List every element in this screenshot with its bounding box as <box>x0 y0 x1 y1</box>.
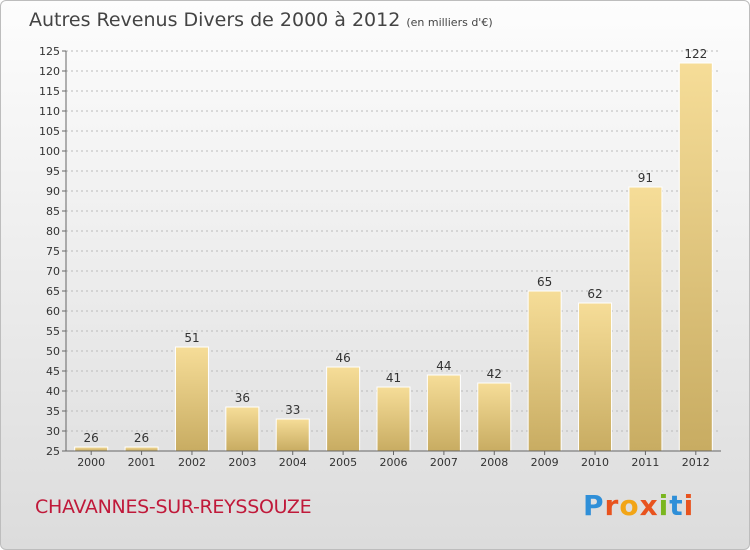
data-label: 44 <box>436 359 451 373</box>
y-tick-label: 100 <box>39 145 60 158</box>
bar <box>678 62 713 452</box>
data-label: 62 <box>587 287 602 301</box>
logo-letter: i <box>658 489 670 522</box>
data-label: 122 <box>684 47 707 61</box>
y-tick-label: 105 <box>39 125 60 138</box>
y-tick-label: 40 <box>46 385 60 398</box>
logo-letter: o <box>619 489 640 522</box>
chart-title: Autres Revenus Divers de 2000 à 2012 (en … <box>29 9 493 31</box>
x-tick-label: 2005 <box>329 456 357 469</box>
y-tick-label: 25 <box>46 445 60 458</box>
y-tick-label: 115 <box>39 85 60 98</box>
x-tick-label: 2006 <box>380 456 408 469</box>
x-tick-label: 2011 <box>631 456 659 469</box>
data-label: 33 <box>285 403 300 417</box>
y-tick-label: 110 <box>39 105 60 118</box>
bar <box>174 346 209 452</box>
x-tick-label: 2000 <box>77 456 105 469</box>
logo-letter: i <box>683 489 695 522</box>
x-tick-label: 2012 <box>682 456 710 469</box>
y-tick-label: 85 <box>46 205 60 218</box>
y-tick-label: 50 <box>46 345 60 358</box>
bar <box>527 290 562 452</box>
bar <box>426 374 461 452</box>
bar <box>275 418 310 452</box>
logo-letter: r <box>604 489 620 522</box>
data-label: 51 <box>184 331 199 345</box>
bar <box>578 302 613 452</box>
data-label: 65 <box>537 275 552 289</box>
bar <box>477 382 512 452</box>
logo-letter: t <box>669 489 684 522</box>
bar <box>124 446 159 452</box>
y-tick-label: 80 <box>46 225 60 238</box>
x-tick-label: 2004 <box>279 456 307 469</box>
y-tick-label: 60 <box>46 305 60 318</box>
x-tick-label: 2001 <box>128 456 156 469</box>
data-label: 42 <box>487 367 502 381</box>
bar <box>628 186 663 452</box>
logo-letter: P <box>583 489 605 522</box>
x-tick-label: 2010 <box>581 456 609 469</box>
y-tick-label: 30 <box>46 425 60 438</box>
y-tick-label: 65 <box>46 285 60 298</box>
y-tick-label: 75 <box>46 245 60 258</box>
x-tick-label: 2009 <box>531 456 559 469</box>
proxiti-logo: Proxiti <box>583 489 694 522</box>
y-tick-label: 45 <box>46 365 60 378</box>
data-label: 91 <box>638 171 653 185</box>
x-tick-label: 2008 <box>480 456 508 469</box>
bar <box>376 386 411 452</box>
chart-title-main: Autres Revenus Divers de 2000 à 2012 <box>29 9 401 31</box>
bar <box>326 366 361 452</box>
y-tick-label: 120 <box>39 65 60 78</box>
y-tick-label: 70 <box>46 265 60 278</box>
y-tick-label: 55 <box>46 325 60 338</box>
bar <box>74 446 109 452</box>
chart-subtitle: (en milliers d'€) <box>406 16 493 29</box>
data-label: 46 <box>335 351 350 365</box>
logo-letter: x <box>639 489 659 522</box>
y-tick-label: 95 <box>46 165 60 178</box>
data-label: 26 <box>134 431 149 445</box>
y-tick-label: 125 <box>39 45 60 58</box>
x-tick-label: 2003 <box>228 456 256 469</box>
data-label: 41 <box>386 371 401 385</box>
data-label: 36 <box>235 391 250 405</box>
commune-name: CHAVANNES-SUR-REYSSOUZE <box>35 496 312 518</box>
x-tick-label: 2002 <box>178 456 206 469</box>
y-tick-label: 35 <box>46 405 60 418</box>
y-tick-label: 90 <box>46 185 60 198</box>
x-tick-label: 2007 <box>430 456 458 469</box>
data-label: 26 <box>84 431 99 445</box>
bar <box>225 406 260 452</box>
